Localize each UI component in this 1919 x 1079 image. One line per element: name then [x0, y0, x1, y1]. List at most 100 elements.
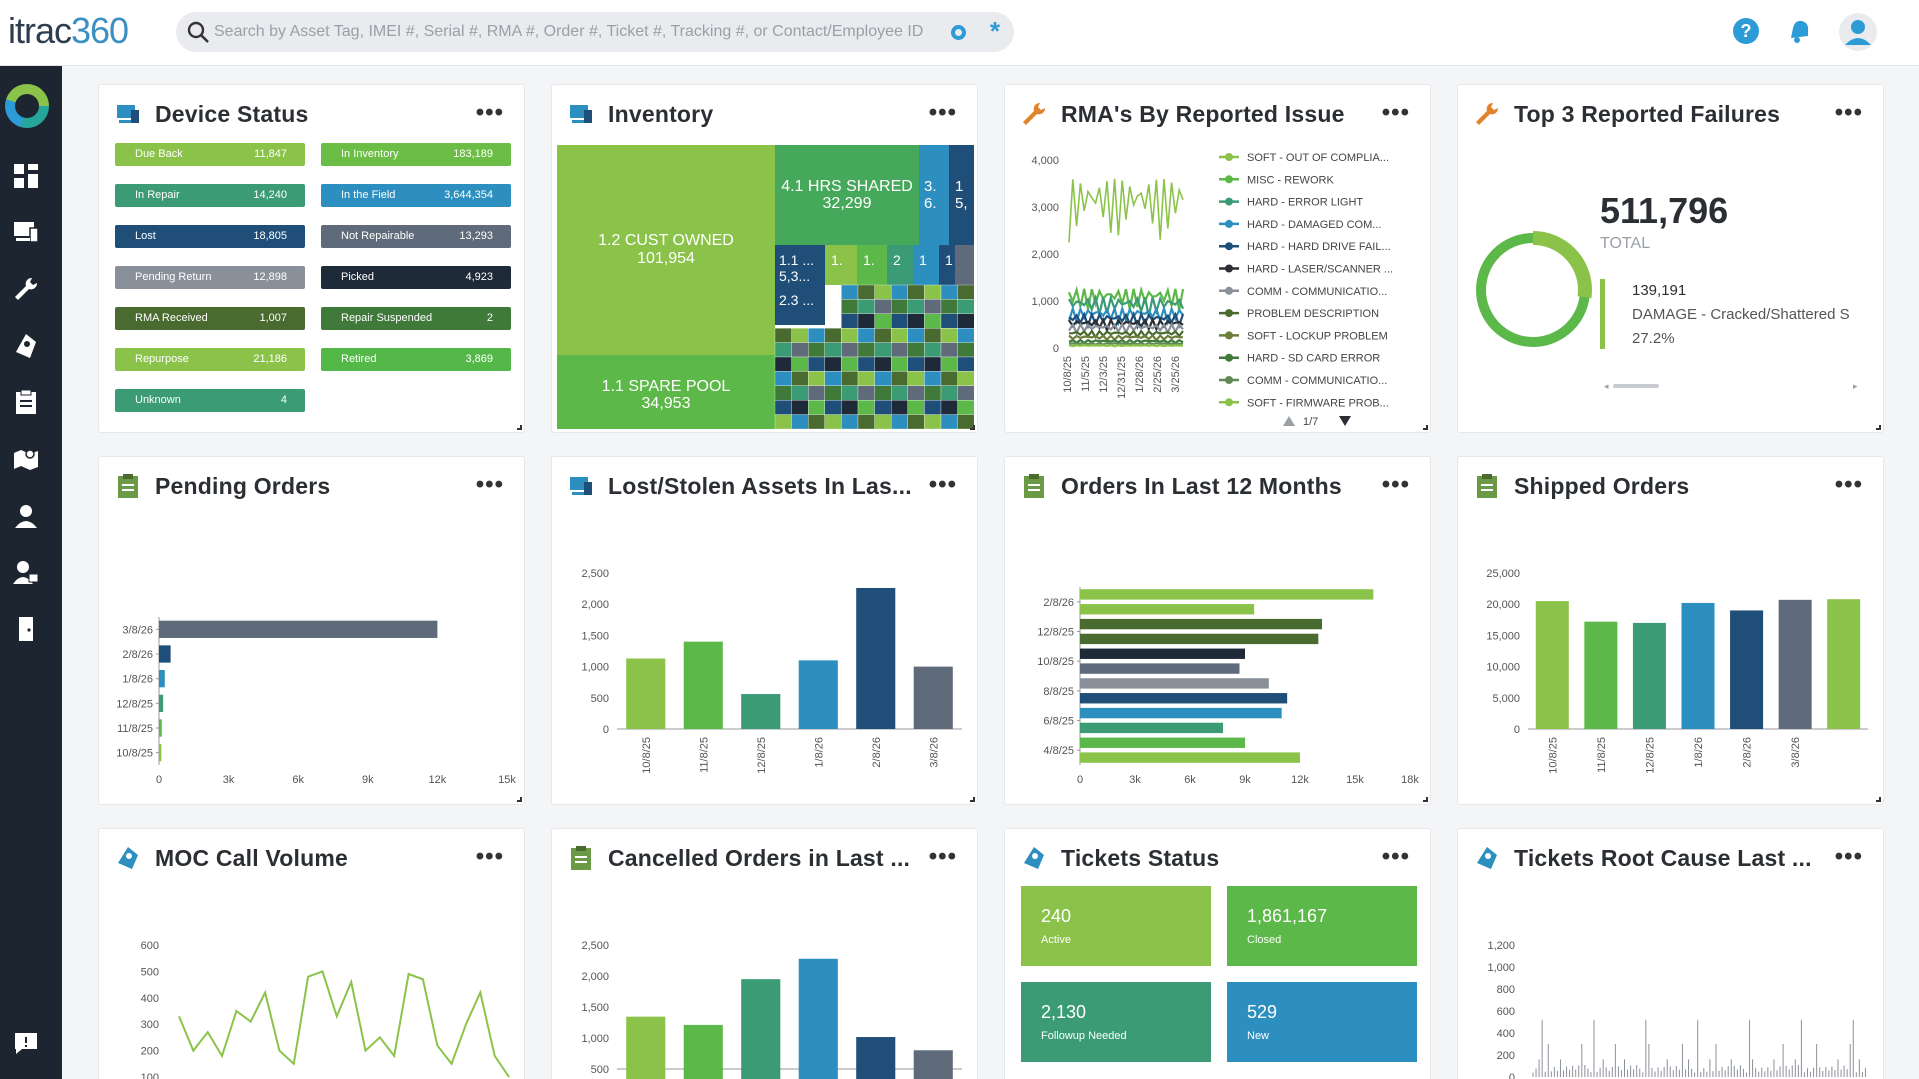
y-tick-label: 2,500: [581, 568, 609, 580]
door-exit-icon[interactable]: [12, 615, 40, 643]
status-button-in-the-field[interactable]: In the Field 3,644,354: [321, 184, 511, 207]
tile-label: Closed: [1247, 934, 1282, 946]
x-tick-label: 3/8/26: [928, 737, 940, 768]
search-input[interactable]: [214, 18, 924, 46]
status-button-repurpose[interactable]: Repurpose 21,186: [115, 348, 305, 371]
treemap-cell: [924, 328, 942, 343]
tile-value: 529: [1247, 1002, 1278, 1022]
resize-handle[interactable]: [970, 425, 975, 430]
status-button-picked[interactable]: Picked 4,923: [321, 266, 511, 289]
resize-handle[interactable]: [517, 797, 522, 802]
status-button-due-back[interactable]: Due Back 11,847: [115, 143, 305, 166]
card-menu-button[interactable]: •••: [475, 471, 504, 498]
wrench-icon[interactable]: [12, 275, 40, 303]
user-lock-icon[interactable]: [12, 558, 40, 586]
card-tickets-status: Tickets Status ••• 240 Active 1,861,167 Clo…: [1004, 828, 1431, 1079]
treemap-cell: [957, 385, 974, 401]
status-button-lost[interactable]: Lost 18,805: [115, 225, 305, 248]
asterisk-icon[interactable]: *: [989, 16, 1000, 46]
map-icon[interactable]: [12, 445, 40, 473]
status-label: Lost: [135, 230, 156, 242]
resize-handle[interactable]: [1423, 797, 1428, 802]
treemap-cell: [924, 313, 942, 329]
clipboard-icon[interactable]: [12, 388, 40, 416]
brand-circle-icon[interactable]: [5, 84, 49, 128]
treemap-cell: [891, 313, 908, 329]
card-menu-button[interactable]: •••: [475, 843, 504, 870]
ticket-icon: [1024, 847, 1044, 869]
status-button-pending-return[interactable]: Pending Return 12,898: [115, 266, 305, 289]
x-tick-label: 2/25/26: [1152, 356, 1164, 393]
ticket-tile-active[interactable]: 240 Active: [1021, 886, 1211, 966]
card-menu-button[interactable]: •••: [1834, 471, 1863, 498]
y-tick-label: 12/8/25: [1037, 627, 1074, 639]
treemap-cell: [857, 356, 875, 372]
total-label: TOTAL: [1600, 235, 1651, 252]
carousel-scrollbar[interactable]: [1613, 384, 1659, 388]
notification-bell-icon[interactable]: [1783, 14, 1817, 48]
feedback-icon[interactable]: [12, 1029, 40, 1057]
treemap-cell: [824, 328, 842, 343]
ticket-icon[interactable]: [12, 332, 40, 360]
failure-item-label: DAMAGE - Cracked/Shattered S: [1632, 306, 1850, 323]
status-button-retired[interactable]: Retired 3,869: [321, 348, 511, 371]
resize-handle[interactable]: [517, 425, 522, 430]
resize-handle[interactable]: [1876, 797, 1881, 802]
treemap-cell: [891, 284, 908, 300]
card-menu-button[interactable]: •••: [1834, 843, 1863, 870]
devices-icon[interactable]: [12, 218, 40, 246]
status-value: 183,189: [453, 148, 493, 160]
treemap-label: 1.2 CUST OWNED: [598, 232, 734, 249]
user-avatar-icon[interactable]: [1838, 12, 1878, 52]
ticket-tile-new[interactable]: 529 New: [1227, 982, 1417, 1062]
shipped-orders-chart: 0 5,000 10,000 15,000 20,000 25,000 10/8/25 11/…: [1486, 568, 1868, 774]
carousel-prev-arrow[interactable]: ◂: [1604, 381, 1609, 391]
card-menu-button[interactable]: •••: [928, 471, 957, 498]
treemap-block-hrs-shared: [775, 145, 919, 245]
resize-handle[interactable]: [1423, 425, 1428, 430]
treemap-cell: [808, 400, 825, 415]
x-tick-label: 12/8/25: [1644, 737, 1656, 774]
support-agent-icon[interactable]: [12, 502, 40, 530]
card-title: MOC Call Volume: [155, 845, 348, 871]
x-tick-label: 3k: [1129, 774, 1141, 786]
x-tick-label: 15k: [1346, 774, 1364, 786]
resize-handle[interactable]: [970, 797, 975, 802]
treemap-cell: [924, 385, 942, 401]
scan-ring-icon[interactable]: [951, 25, 966, 40]
help-icon[interactable]: ?: [1729, 14, 1763, 48]
treemap-cell: [907, 385, 925, 401]
status-button-rma-received[interactable]: RMA Received 1,007: [115, 307, 305, 330]
card-menu-button[interactable]: •••: [475, 99, 504, 126]
treemap-block: [955, 245, 974, 285]
carousel-next-arrow[interactable]: ▸: [1853, 381, 1858, 391]
status-button-in-inventory[interactable]: In Inventory 183,189: [321, 143, 511, 166]
app-logo[interactable]: itrac360: [8, 10, 129, 52]
y-tick-label: 0: [1053, 343, 1059, 355]
ticket-tile-closed[interactable]: 1,861,167 Closed: [1227, 886, 1417, 966]
legend-entry: SOFT - OUT OF COMPLIA...: [1247, 152, 1389, 164]
dashboard-icon[interactable]: [12, 162, 40, 190]
treemap-cell: [924, 356, 942, 372]
legend-prev-arrow: [1283, 416, 1295, 426]
treemap-cell: [791, 328, 809, 343]
status-button-in-repair[interactable]: In Repair 14,240: [115, 184, 305, 207]
treemap-cell: [791, 414, 809, 429]
legend-entry: MISC - REWORK: [1247, 174, 1334, 186]
legend-swatch-dot: [1225, 331, 1233, 340]
resize-handle[interactable]: [1876, 425, 1881, 430]
status-label: Retired: [341, 353, 377, 365]
card-menu-button[interactable]: •••: [928, 843, 957, 870]
legend-swatch-dot: [1225, 153, 1233, 161]
card-menu-button[interactable]: •••: [928, 99, 957, 126]
treemap-cell: [808, 342, 825, 358]
card-menu-button[interactable]: •••: [1381, 471, 1410, 498]
status-button-not-repairable[interactable]: Not Repairable 13,293: [321, 225, 511, 248]
status-button-unknown[interactable]: Unknown 4: [115, 389, 305, 412]
legend-swatch-dot: [1225, 353, 1233, 362]
card-menu-button[interactable]: •••: [1381, 843, 1410, 870]
card-menu-button[interactable]: •••: [1834, 99, 1863, 126]
card-menu-button[interactable]: •••: [1381, 99, 1410, 126]
ticket-tile-followup-needed[interactable]: 2,130 Followup Needed: [1021, 982, 1211, 1062]
status-button-repair-suspended[interactable]: Repair Suspended 2: [321, 307, 511, 330]
